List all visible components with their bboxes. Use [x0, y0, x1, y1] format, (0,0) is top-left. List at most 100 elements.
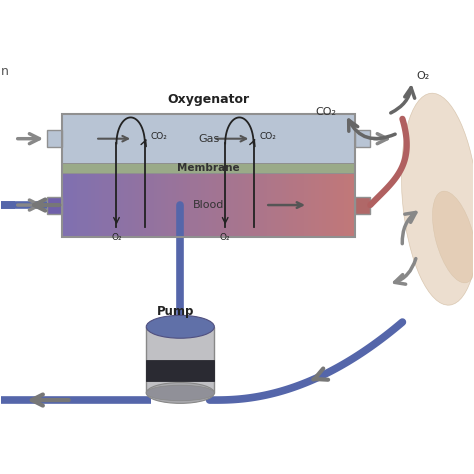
Bar	[260, 173, 264, 237]
Bar	[234, 173, 239, 237]
Text: n: n	[0, 65, 9, 78]
Bar	[285, 173, 290, 237]
Bar	[164, 173, 169, 237]
Bar	[161, 173, 165, 237]
Bar	[47, 130, 62, 147]
Bar	[70, 173, 74, 237]
Bar	[231, 173, 235, 237]
Bar	[278, 173, 283, 237]
Bar	[62, 114, 355, 163]
Bar	[172, 173, 177, 237]
Text: O₂: O₂	[111, 233, 122, 242]
Bar	[139, 173, 144, 237]
Bar	[132, 173, 137, 237]
Bar	[319, 173, 323, 237]
Bar	[62, 173, 67, 237]
Bar	[209, 173, 213, 237]
Text: Pump: Pump	[156, 305, 194, 318]
Bar	[267, 173, 272, 237]
Bar	[146, 327, 214, 393]
Ellipse shape	[146, 315, 214, 338]
Text: O₂: O₂	[220, 233, 230, 242]
Bar	[219, 173, 224, 237]
Bar	[150, 173, 155, 237]
Bar	[47, 197, 62, 214]
Bar	[311, 173, 316, 237]
Bar	[176, 173, 180, 237]
Text: Blood: Blood	[193, 200, 224, 210]
Bar	[355, 197, 370, 214]
Bar	[77, 173, 82, 237]
Bar	[187, 173, 191, 237]
Bar	[183, 173, 188, 237]
Bar	[212, 173, 217, 237]
Bar	[348, 173, 353, 237]
Bar	[352, 173, 356, 237]
Bar	[110, 173, 114, 237]
Bar	[337, 173, 341, 237]
Bar	[201, 173, 206, 237]
Bar	[113, 173, 118, 237]
Bar	[194, 173, 199, 237]
Bar	[300, 173, 305, 237]
Bar	[274, 173, 279, 237]
Bar	[106, 173, 111, 237]
Text: Oxygenator: Oxygenator	[168, 92, 250, 106]
Bar	[179, 173, 184, 237]
Bar	[340, 173, 345, 237]
Bar	[315, 173, 319, 237]
Bar	[256, 173, 261, 237]
Ellipse shape	[432, 191, 474, 283]
Ellipse shape	[401, 93, 474, 305]
Bar	[84, 173, 89, 237]
Text: CO₂: CO₂	[315, 107, 336, 117]
Bar	[355, 130, 370, 147]
Bar	[304, 173, 309, 237]
Bar	[223, 173, 228, 237]
Bar	[216, 173, 220, 237]
Bar	[81, 173, 85, 237]
Bar	[154, 173, 158, 237]
Bar	[245, 173, 250, 237]
Bar	[136, 173, 140, 237]
Bar	[102, 173, 107, 237]
Bar	[198, 173, 202, 237]
Bar	[249, 173, 254, 237]
Bar	[124, 173, 129, 237]
Bar	[205, 173, 210, 237]
Bar	[326, 173, 330, 237]
Bar	[146, 360, 214, 381]
Text: CO₂: CO₂	[151, 132, 167, 141]
Bar	[128, 173, 133, 237]
Bar	[157, 173, 162, 237]
Text: Membrane: Membrane	[177, 163, 240, 173]
Bar	[66, 173, 71, 237]
Ellipse shape	[146, 385, 214, 401]
Bar	[95, 173, 100, 237]
Bar	[99, 173, 103, 237]
Bar	[117, 173, 122, 237]
Bar	[344, 173, 349, 237]
Bar	[329, 173, 334, 237]
Bar	[73, 173, 78, 237]
Bar	[88, 173, 92, 237]
Bar	[271, 173, 275, 237]
Bar	[322, 173, 327, 237]
Bar	[168, 173, 173, 237]
Bar	[293, 173, 298, 237]
Bar	[289, 173, 294, 237]
Bar	[91, 173, 96, 237]
Text: Gas: Gas	[198, 134, 219, 144]
Bar	[227, 173, 232, 237]
Bar	[191, 173, 195, 237]
Bar	[264, 173, 268, 237]
Bar	[242, 173, 246, 237]
Bar	[62, 163, 355, 173]
Text: O₂: O₂	[417, 71, 430, 82]
Bar	[146, 173, 151, 237]
Bar	[121, 173, 125, 237]
Bar	[282, 173, 286, 237]
Bar	[143, 173, 147, 237]
Bar	[238, 173, 243, 237]
Bar	[333, 173, 338, 237]
